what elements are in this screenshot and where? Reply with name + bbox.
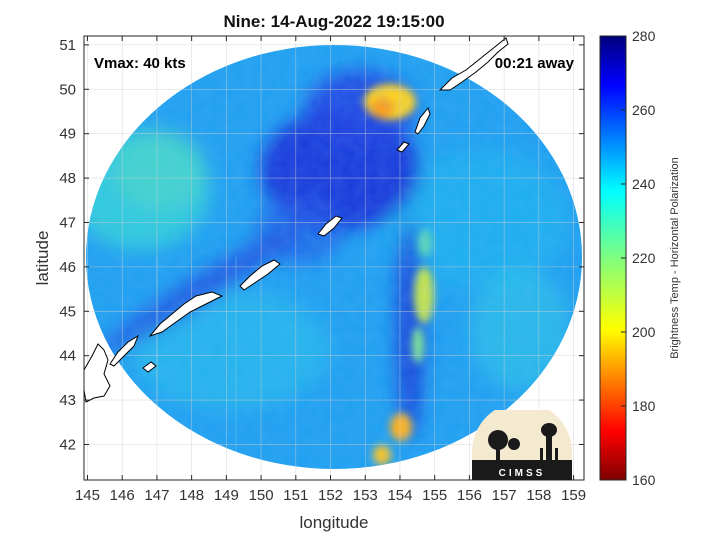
- x-tick-label: 152: [318, 487, 343, 504]
- colorbar-ticks: 160 180 200 220 240 260 280: [621, 28, 656, 488]
- swath-image: [86, 45, 582, 469]
- coastline-kuril-4: [239, 259, 281, 291]
- colorbar-tick-label: 160: [632, 472, 656, 488]
- vmax-annotation: Vmax: 40 kts: [94, 55, 186, 72]
- x-tick-label: 156: [457, 487, 482, 504]
- colorbar-tick-label: 240: [632, 176, 656, 192]
- x-tick-label: 159: [561, 487, 586, 504]
- coastline-kuril-7: [414, 106, 431, 135]
- y-tick-label: 49: [59, 126, 76, 143]
- coastlines: [84, 37, 509, 403]
- x-tick-label: 149: [214, 487, 239, 504]
- x-tick-label: 154: [387, 487, 412, 504]
- x-tick-label: 157: [492, 487, 517, 504]
- y-tick-label: 50: [59, 81, 76, 98]
- axes-frame: [83, 35, 585, 481]
- x-tick-label: 155: [422, 487, 447, 504]
- y-tick-label: 45: [59, 303, 76, 320]
- coastline-kamchatka: [438, 37, 509, 91]
- colorbar-label: Brightness Temp - Horizontal Polarizatio…: [669, 157, 681, 359]
- chart-title: Nine: 14-Aug-2022 19:15:00: [223, 12, 444, 31]
- x-tick-label: 147: [144, 487, 169, 504]
- coastline-kuril-1: [109, 334, 140, 367]
- x-tick-label: 146: [110, 487, 135, 504]
- x-axis-label: longitude: [299, 513, 368, 532]
- y-axis-label: latitude: [33, 231, 52, 286]
- y-tick-label: 46: [59, 259, 76, 276]
- y-axis: 42 43 44 45 46 47 48 49 50 51: [59, 37, 584, 453]
- x-tick-label: 150: [249, 487, 274, 504]
- x-tick-label: 145: [75, 487, 100, 504]
- x-tick-label: 158: [526, 487, 551, 504]
- x-tick-label: 151: [283, 487, 308, 504]
- grid-lines: [84, 36, 584, 480]
- colorbar-tick-label: 260: [632, 102, 656, 118]
- y-tick-label: 44: [59, 348, 76, 365]
- colorbar-tick-label: 180: [632, 398, 656, 414]
- y-tick-label: 47: [59, 214, 76, 231]
- x-tick-label: 153: [353, 487, 378, 504]
- x-axis: 145 146 147 148 149 150 151 152 153 154 155 156 157 1…: [75, 36, 586, 504]
- cimss-logo-text: CIMSS: [499, 468, 546, 479]
- colorbar-tick-label: 200: [632, 324, 656, 340]
- cimss-logo: CIMSS: [472, 410, 572, 480]
- colorbar-tick-label: 280: [632, 28, 656, 44]
- coastline-kuril-6: [396, 141, 410, 153]
- coastline-kuril-3: [142, 361, 157, 373]
- time-away-annotation: 00:21 away: [495, 55, 575, 72]
- colorbar: 160 180 200 220 240 260 280 Brightness Temp - …: [599, 28, 681, 488]
- y-tick-label: 43: [59, 392, 76, 409]
- colorbar-tick-label: 220: [632, 250, 656, 266]
- y-tick-label: 48: [59, 170, 76, 187]
- coastline-kuril-2: [148, 291, 224, 338]
- y-tick-label: 42: [59, 436, 76, 453]
- coastline-kuril-5: [317, 215, 343, 237]
- y-tick-label: 51: [59, 37, 76, 54]
- x-tick-label: 148: [179, 487, 204, 504]
